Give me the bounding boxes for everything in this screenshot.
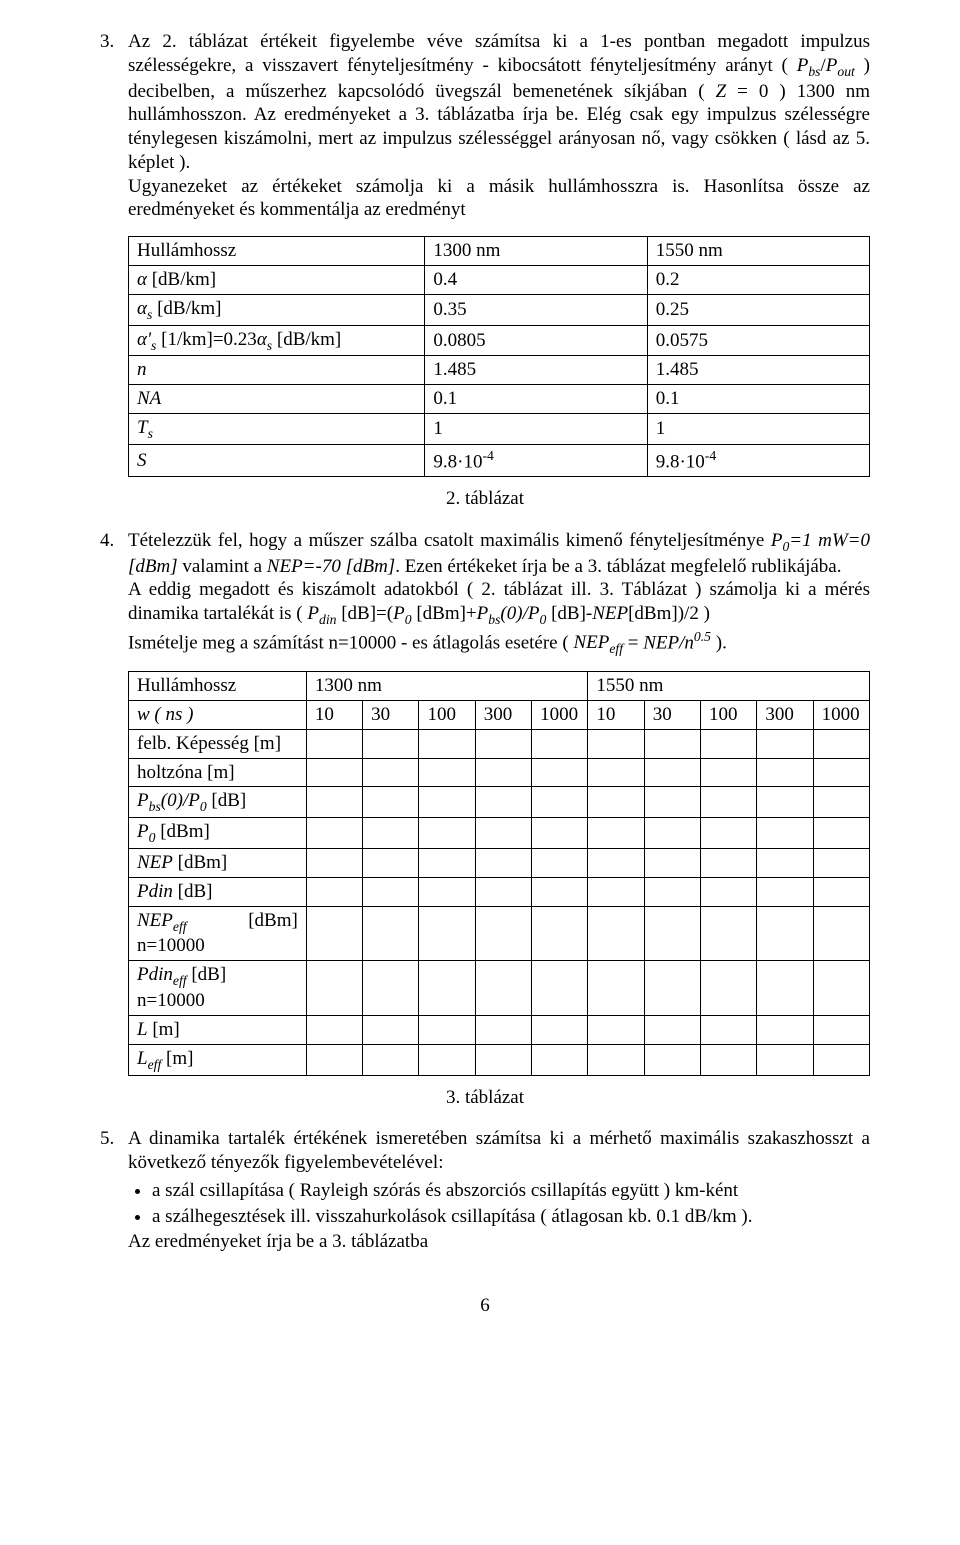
table-3: Hullámhossz 1300 nm 1550 nm w ( ns ) 10 … [128, 671, 870, 1075]
table-row: holtzóna [m] [129, 758, 870, 787]
text: . Ezen értékeket írja be a 3. táblázat m… [395, 556, 841, 577]
table-2: Hullámhossz 1300 nm 1550 nm α [dB/km] 0.… [128, 236, 870, 477]
text: valamint a [178, 556, 267, 577]
cell: 300 [757, 701, 813, 730]
table-row: felb. Képesség [m] [129, 729, 870, 758]
cell: 0.4 [425, 265, 647, 294]
table-row: Hullámhossz 1300 nm 1550 nm [129, 672, 870, 701]
item-3-marker: 3. [100, 30, 128, 54]
cell-label: αs [dB/km] [129, 294, 425, 325]
table-row: w ( ns ) 10 30 100 300 1000 10 30 100 30… [129, 701, 870, 730]
cell-label: Ts [129, 413, 425, 444]
cell: 0.35 [425, 294, 647, 325]
cell-label: Pdineff [dB] n=10000 [129, 961, 307, 1016]
table-row: α's [1/km]=0.23αs [dB/km] 0.0805 0.0575 [129, 325, 870, 356]
table-3-caption: 3. táblázat [100, 1086, 870, 1110]
item-5-bullets: a szál csillapítása ( Rayleigh szórás és… [128, 1179, 870, 1229]
text: Az 2. táblázat értékeit figyelembe véve … [128, 31, 870, 76]
item-4-marker: 4. [100, 529, 128, 553]
text: Ismételje meg a számítást n=10000 - es á… [128, 632, 573, 653]
table-row: S 9.8·10-4 9.8·10-4 [129, 444, 870, 476]
cell-label: P0 [dBm] [129, 818, 307, 849]
var-pbs: Pbs [797, 55, 821, 76]
item-4-content: Tételezzük fel, hogy a műszer szálba csa… [128, 529, 870, 658]
cell-label: NEPeff [dBm] n=10000 [129, 906, 307, 961]
th-wavelength: Hullámhossz [129, 672, 307, 701]
table-row: Pdin [dB] [129, 877, 870, 906]
text: Az eredményeket írja be a 3. táblázatba [128, 1231, 428, 1252]
table-row: Pdineff [dB] n=10000 [129, 961, 870, 1016]
list-item: a szál csillapítása ( Rayleigh szórás és… [152, 1179, 870, 1203]
page-number: 6 [100, 1294, 870, 1318]
cell-label: S [129, 444, 425, 476]
table-row: αs [dB/km] 0.35 0.25 [129, 294, 870, 325]
table-row: NA 0.1 0.1 [129, 385, 870, 414]
var-pout: Pout [826, 55, 855, 76]
table-row: Hullámhossz 1300 nm 1550 nm [129, 237, 870, 266]
var-z: Z [716, 81, 727, 102]
cell: 300 [475, 701, 531, 730]
table-row: Ts 1 1 [129, 413, 870, 444]
cell-label: holtzóna [m] [129, 758, 307, 787]
table-2-caption: 2. táblázat [100, 487, 870, 511]
cell-label: w ( ns ) [129, 701, 307, 730]
th-1300: 1300 nm [425, 237, 647, 266]
table-row: Leff [m] [129, 1044, 870, 1075]
th-wavelength: Hullámhossz [129, 237, 425, 266]
cell: 0.0575 [647, 325, 869, 356]
table-row: Pbs(0)/P0 [dB] [129, 787, 870, 818]
text: Ugyanezeket az értékeket számolja ki a m… [128, 176, 870, 221]
cell: 9.8·10-4 [425, 444, 647, 476]
item-5: 5. A dinamika tartalék értékének ismeret… [100, 1127, 870, 1254]
cell-label: NA [129, 385, 425, 414]
item-4: 4. Tételezzük fel, hogy a műszer szálba … [100, 529, 870, 658]
item-5-content: A dinamika tartalék értékének ismeretébe… [128, 1127, 870, 1254]
table-row: L [m] [129, 1015, 870, 1044]
table-row: NEP [dBm] [129, 849, 870, 878]
cell: 0.0805 [425, 325, 647, 356]
th-1550: 1550 nm [647, 237, 869, 266]
cell: 0.2 [647, 265, 869, 294]
table-row: NEPeff [dBm] n=10000 [129, 906, 870, 961]
cell: 30 [644, 701, 700, 730]
cell: 0.1 [647, 385, 869, 414]
cell: 9.8·10-4 [647, 444, 869, 476]
cell-label: Leff [m] [129, 1044, 307, 1075]
cell: 1.485 [647, 356, 869, 385]
cell: 10 [588, 701, 644, 730]
cell-label: Pbs(0)/P0 [dB] [129, 787, 307, 818]
text: Tételezzük fel, hogy a műszer szálba csa… [128, 530, 771, 551]
cell-label: felb. Képesség [m] [129, 729, 307, 758]
cell-label: n [129, 356, 425, 385]
item-5-marker: 5. [100, 1127, 128, 1151]
text: A dinamika tartalék értékének ismeretébe… [128, 1128, 870, 1173]
table-row: P0 [dBm] [129, 818, 870, 849]
cell-label: NEP [dBm] [129, 849, 307, 878]
th-1300: 1300 nm [306, 672, 588, 701]
th-1550: 1550 nm [588, 672, 870, 701]
cell: 1.485 [425, 356, 647, 385]
cell: 10 [306, 701, 362, 730]
cell-label: L [m] [129, 1015, 307, 1044]
cell-label: α [dB/km] [129, 265, 425, 294]
cell: 1 [647, 413, 869, 444]
cell: 1000 [532, 701, 588, 730]
cell: 0.1 [425, 385, 647, 414]
cell: 30 [363, 701, 419, 730]
cell-label: Pdin [dB] [129, 877, 307, 906]
cell-label: α's [1/km]=0.23αs [dB/km] [129, 325, 425, 356]
table-row: n 1.485 1.485 [129, 356, 870, 385]
cell: 1 [425, 413, 647, 444]
cell: 100 [419, 701, 475, 730]
cell: 0.25 [647, 294, 869, 325]
cell: 100 [701, 701, 757, 730]
item-3-content: Az 2. táblázat értékeit figyelembe véve … [128, 30, 870, 222]
item-3: 3. Az 2. táblázat értékeit figyelembe vé… [100, 30, 870, 222]
cell: 1000 [813, 701, 869, 730]
list-item: a szálhegesztések ill. visszahurkolások … [152, 1205, 870, 1229]
table-row: α [dB/km] 0.4 0.2 [129, 265, 870, 294]
